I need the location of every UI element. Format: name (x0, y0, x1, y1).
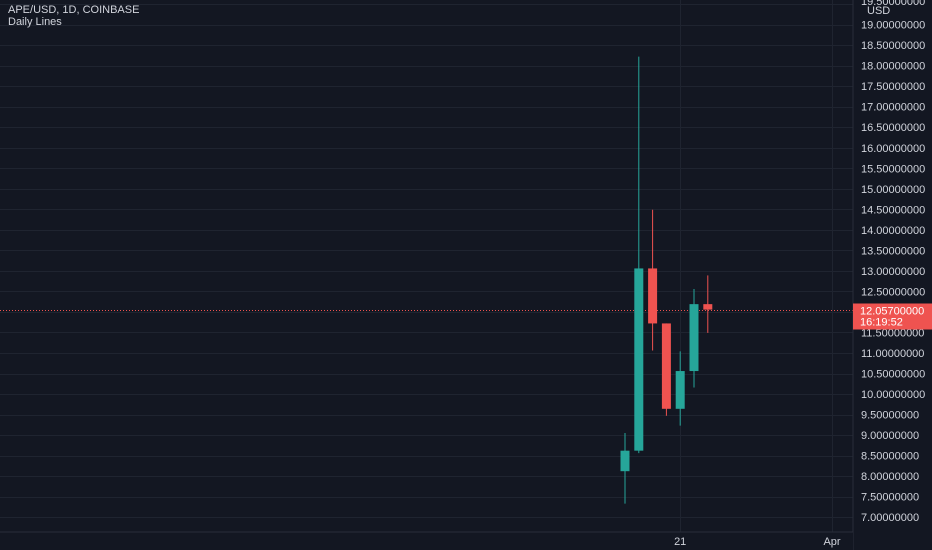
price-tick-label: 10.50000000 (861, 369, 925, 381)
price-tick-label: 18.00000000 (861, 61, 925, 73)
currency-label: USD (867, 5, 890, 17)
candle-body (661, 323, 671, 409)
candle-body (703, 304, 713, 310)
candle (634, 56, 644, 454)
price-tick-label: 16.00000000 (861, 143, 925, 155)
current-price-value: 12.05700000 (860, 306, 924, 318)
price-tick-label: 19.00000000 (861, 20, 925, 32)
price-tick-label: 18.50000000 (861, 40, 925, 52)
price-tick-label: 15.50000000 (861, 163, 925, 175)
price-tick-label: 17.00000000 (861, 102, 925, 114)
candle (703, 275, 713, 333)
candle-body (620, 450, 630, 472)
price-tick-label: 15.00000000 (861, 184, 925, 196)
price-tick-label: 11.00000000 (861, 348, 924, 360)
price-tick-label: 14.00000000 (861, 225, 925, 237)
chart-legend[interactable]: APE/USD, 1D, COINBASE Daily Lines (8, 4, 139, 28)
price-tick-label: 14.50000000 (861, 204, 925, 216)
time-axis-labels: 21 Apr (674, 536, 841, 548)
bar-countdown: 16:19:52 (860, 317, 903, 329)
current-price-tag-background (853, 303, 932, 330)
candles (620, 56, 713, 504)
candle (689, 288, 699, 388)
candle (620, 433, 630, 504)
current-price-tag: 12.05700000 16:19:52 (853, 303, 932, 330)
time-axis-background[interactable] (0, 532, 853, 550)
candle-body (675, 371, 685, 409)
price-tick-label: 7.00000000 (861, 512, 919, 524)
price-tick-label: 9.50000000 (861, 410, 919, 422)
indicator-name[interactable]: Daily Lines (8, 16, 62, 28)
price-tick-label: 13.00000000 (861, 266, 925, 278)
price-tick-label: 9.00000000 (861, 430, 919, 442)
candle-body (634, 268, 644, 451)
price-tick-label: 16.50000000 (861, 122, 925, 134)
price-tick-label: 8.00000000 (861, 471, 919, 483)
price-tick-label: 19.50000000 (861, 0, 925, 8)
candle (661, 323, 671, 416)
price-tick-label: 17.50000000 (861, 81, 925, 93)
price-tick-label: 7.50000000 (861, 492, 919, 504)
price-tick-label: 13.50000000 (861, 245, 925, 257)
candle-body (689, 304, 699, 372)
candle-body (648, 268, 658, 324)
price-tick-label: 8.50000000 (861, 451, 919, 463)
symbol-title[interactable]: APE/USD, 1D, COINBASE (8, 4, 140, 16)
price-tick-label: 12.50000000 (861, 286, 925, 298)
price-axis-labels: 7.00000000 7.50000000 8.00000000 8.50000000… (861, 0, 925, 524)
price-tick-label: 10.00000000 (861, 389, 925, 401)
candle (675, 351, 685, 426)
price-axis-background[interactable] (853, 0, 932, 532)
candle (648, 209, 658, 351)
time-tick-label: 21 (674, 536, 686, 548)
grid (0, 0, 853, 539)
time-tick-label: Apr (823, 536, 840, 548)
price-tick-label: 11.50000000 (861, 327, 924, 339)
